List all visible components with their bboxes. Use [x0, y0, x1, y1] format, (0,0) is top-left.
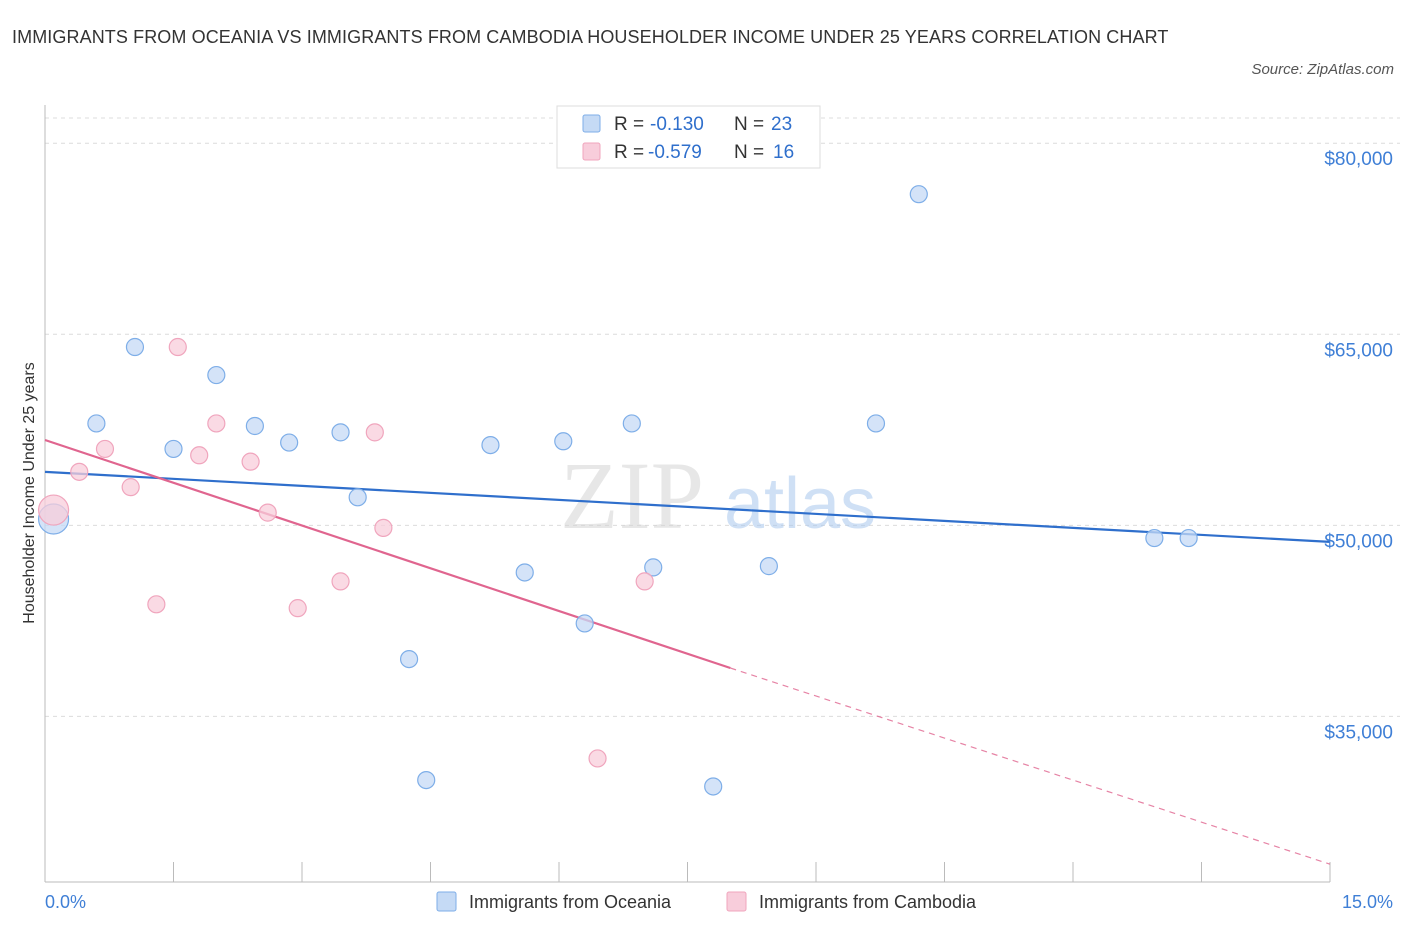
point-s1-10 [288, 599, 307, 618]
point-s0-6 [280, 433, 299, 452]
point-s0-17 [704, 777, 723, 796]
y-axis-label: Householder Income Under 25 years [21, 362, 38, 623]
trend-lines [44, 438, 1331, 865]
point-s0-20 [909, 185, 928, 204]
cambodia-swatch-icon [582, 142, 601, 161]
source-label: Source: ZipAtlas.com [1251, 61, 1394, 78]
point-s1-5 [168, 337, 187, 357]
point-s0-19 [866, 414, 886, 433]
point-s1-1 [70, 462, 89, 481]
point-s0-5 [245, 416, 264, 436]
watermark: ZIP atlas [560, 442, 876, 549]
stats-r-value-1: -0.130 [650, 114, 704, 135]
point-s1-3 [121, 478, 140, 497]
oceania-swatch-icon [582, 114, 601, 133]
y-tick-label-1: $65,000 [1324, 340, 1393, 361]
legend-cambodia-label: Immigrants from Cambodia [759, 892, 977, 912]
trend-line-0 [44, 470, 1331, 544]
point-s1-12 [365, 423, 384, 442]
point-s1-7 [207, 414, 226, 433]
point-s0-9 [399, 649, 419, 669]
point-s1-8 [241, 452, 260, 471]
legend-oceania-label: Immigrants from Oceania [469, 892, 672, 912]
gridlines [45, 117, 1400, 717]
chart-title: IMMIGRANTS FROM OCEANIA VS IMMIGRANTS FR… [12, 27, 1169, 47]
point-s1-2 [95, 439, 115, 459]
stats-n-label-1: N = [734, 114, 764, 135]
legend-oceania-icon [436, 891, 457, 912]
point-s1-6 [190, 446, 209, 465]
stats-n-label-2: N = [734, 142, 764, 163]
legend-cambodia-icon [726, 891, 747, 912]
trend-line-1 [44, 438, 731, 670]
stats-legend: R = -0.130 N = 23 R = -0.579 N = 16 [556, 105, 821, 169]
point-s0-12 [515, 563, 534, 582]
y-tick-labels: $80,000 $65,000 $50,000 $35,000 [1324, 149, 1393, 743]
stats-r-label-2: R = [614, 142, 644, 163]
point-s0-18 [759, 557, 778, 576]
axes [44, 105, 1331, 883]
point-s0-2 [125, 337, 145, 357]
y-tick-label-2: $50,000 [1324, 531, 1393, 552]
stats-n-value-1: 23 [771, 114, 792, 135]
stats-n-value-2: 16 [773, 142, 794, 163]
point-s0-22 [1179, 528, 1198, 548]
point-s0-4 [207, 365, 226, 385]
stats-r-label-1: R = [614, 114, 644, 135]
data-points [37, 185, 1198, 796]
series-legend: Immigrants from Oceania Immigrants from … [436, 891, 977, 912]
point-s1-11 [331, 572, 350, 591]
point-s0-15 [622, 414, 641, 433]
point-s1-13 [374, 518, 393, 537]
point-s0-13 [554, 432, 573, 451]
point-s1-0 [37, 494, 70, 526]
watermark-atlas: atlas [724, 464, 876, 544]
point-s0-10 [417, 770, 436, 790]
point-s0-3 [164, 439, 183, 459]
x-tick-label-max: 15.0% [1342, 892, 1393, 912]
point-s0-8 [348, 488, 367, 507]
x-tick-label-min: 0.0% [45, 892, 86, 912]
trend-line-dashed-1 [730, 667, 1331, 865]
y-tick-label-0: $80,000 [1324, 149, 1393, 170]
y-tick-label-3: $35,000 [1324, 722, 1393, 743]
point-s1-14 [588, 749, 607, 768]
watermark-zip: ZIP [560, 442, 704, 549]
stats-r-value-2: -0.579 [648, 142, 702, 163]
point-s1-15 [635, 572, 654, 591]
point-s1-9 [258, 503, 277, 522]
point-s0-1 [87, 414, 106, 433]
point-s0-7 [331, 423, 350, 442]
point-s0-14 [575, 614, 594, 633]
point-s0-16 [644, 558, 663, 577]
point-s0-11 [481, 435, 500, 455]
point-s1-4 [147, 595, 166, 614]
x-tick-labels: 0.0% 15.0% [45, 892, 1393, 912]
point-s0-21 [1145, 528, 1164, 548]
